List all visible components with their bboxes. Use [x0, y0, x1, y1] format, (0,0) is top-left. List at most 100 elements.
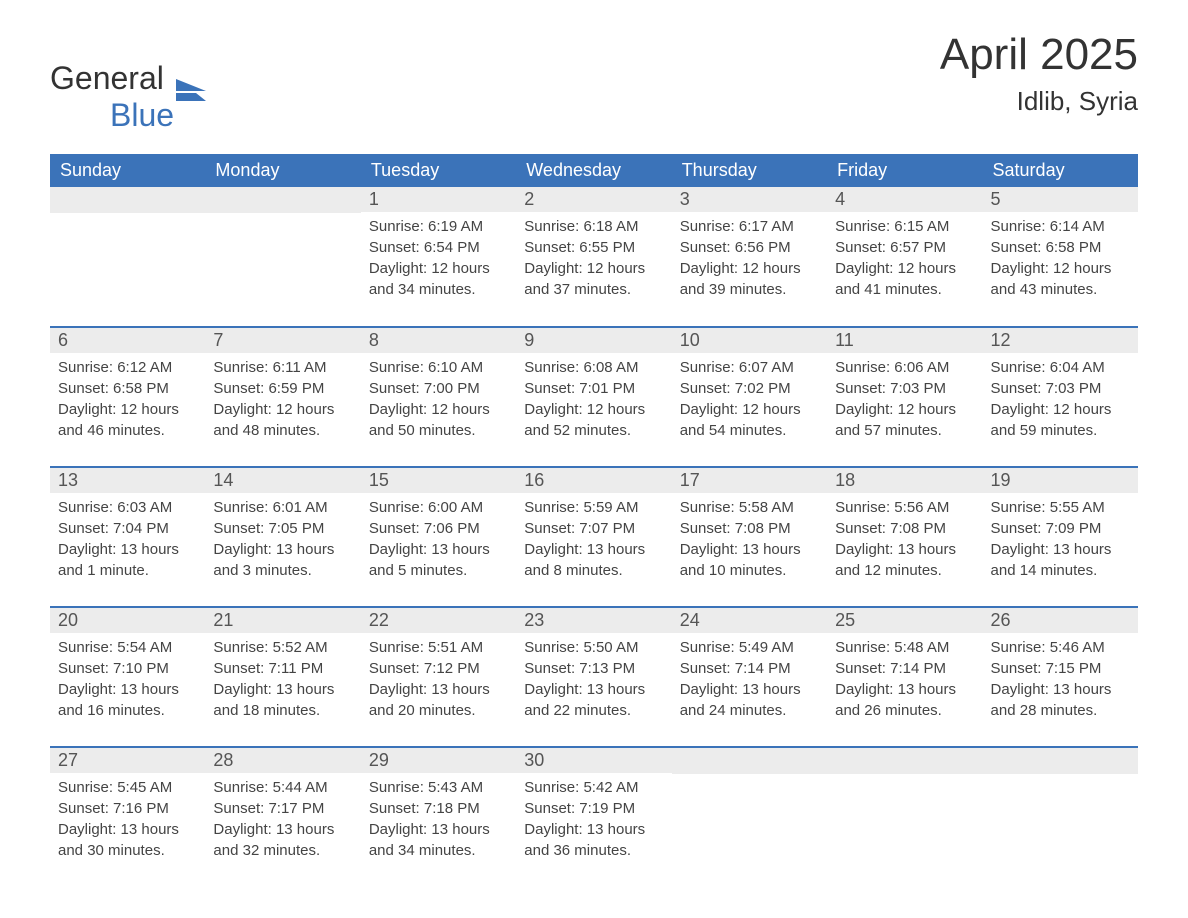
day-number: 23 [516, 608, 671, 633]
sunrise-text: Sunrise: 5:43 AM [369, 777, 508, 798]
day-details: Sunrise: 6:00 AMSunset: 7:06 PMDaylight:… [361, 493, 516, 585]
calendar-day-cell: 3Sunrise: 6:17 AMSunset: 6:56 PMDaylight… [672, 187, 827, 327]
day-details: Sunrise: 6:03 AMSunset: 7:04 PMDaylight:… [50, 493, 205, 585]
day-details: Sunrise: 5:50 AMSunset: 7:13 PMDaylight:… [516, 633, 671, 725]
daylight-text: Daylight: 13 hours and 34 minutes. [369, 819, 508, 861]
daylight-text: Daylight: 13 hours and 14 minutes. [991, 539, 1130, 581]
day-number: 4 [827, 187, 982, 212]
day-number: 7 [205, 328, 360, 353]
day-details: Sunrise: 5:42 AMSunset: 7:19 PMDaylight:… [516, 773, 671, 865]
day-details: Sunrise: 6:07 AMSunset: 7:02 PMDaylight:… [672, 353, 827, 445]
sunrise-text: Sunrise: 6:15 AM [835, 216, 974, 237]
sunrise-text: Sunrise: 5:50 AM [524, 637, 663, 658]
calendar-day-cell: 9Sunrise: 6:08 AMSunset: 7:01 PMDaylight… [516, 327, 671, 467]
calendar-day-cell: 6Sunrise: 6:12 AMSunset: 6:58 PMDaylight… [50, 327, 205, 467]
calendar-week-row: 6Sunrise: 6:12 AMSunset: 6:58 PMDaylight… [50, 327, 1138, 467]
day-number: 13 [50, 468, 205, 493]
daylight-text: Daylight: 12 hours and 54 minutes. [680, 399, 819, 441]
day-details: Sunrise: 6:06 AMSunset: 7:03 PMDaylight:… [827, 353, 982, 445]
day-number: 24 [672, 608, 827, 633]
calendar-day-cell: 14Sunrise: 6:01 AMSunset: 7:05 PMDayligh… [205, 467, 360, 607]
daylight-text: Daylight: 13 hours and 32 minutes. [213, 819, 352, 861]
sunrise-text: Sunrise: 6:17 AM [680, 216, 819, 237]
sunset-text: Sunset: 7:08 PM [835, 518, 974, 539]
day-details [672, 774, 827, 782]
day-number: 3 [672, 187, 827, 212]
daylight-text: Daylight: 12 hours and 50 minutes. [369, 399, 508, 441]
sunset-text: Sunset: 7:12 PM [369, 658, 508, 679]
sunrise-text: Sunrise: 5:45 AM [58, 777, 197, 798]
day-details: Sunrise: 5:59 AMSunset: 7:07 PMDaylight:… [516, 493, 671, 585]
sunset-text: Sunset: 7:09 PM [991, 518, 1130, 539]
logo-text-general: General [50, 60, 164, 96]
calendar-day-cell: 17Sunrise: 5:58 AMSunset: 7:08 PMDayligh… [672, 467, 827, 607]
calendar-day-cell: 8Sunrise: 6:10 AMSunset: 7:00 PMDaylight… [361, 327, 516, 467]
day-number [827, 748, 982, 774]
day-details: Sunrise: 5:45 AMSunset: 7:16 PMDaylight:… [50, 773, 205, 865]
day-number: 27 [50, 748, 205, 773]
day-number: 22 [361, 608, 516, 633]
calendar-day-cell: 2Sunrise: 6:18 AMSunset: 6:55 PMDaylight… [516, 187, 671, 327]
sunset-text: Sunset: 7:16 PM [58, 798, 197, 819]
day-number: 2 [516, 187, 671, 212]
sunset-text: Sunset: 6:56 PM [680, 237, 819, 258]
calendar-day-cell: 26Sunrise: 5:46 AMSunset: 7:15 PMDayligh… [983, 607, 1138, 747]
sunrise-text: Sunrise: 6:07 AM [680, 357, 819, 378]
day-header: Monday [205, 154, 360, 187]
day-details: Sunrise: 6:17 AMSunset: 6:56 PMDaylight:… [672, 212, 827, 304]
calendar-day-cell: 16Sunrise: 5:59 AMSunset: 7:07 PMDayligh… [516, 467, 671, 607]
calendar-day-cell: 15Sunrise: 6:00 AMSunset: 7:06 PMDayligh… [361, 467, 516, 607]
day-details: Sunrise: 5:55 AMSunset: 7:09 PMDaylight:… [983, 493, 1138, 585]
sunrise-text: Sunrise: 6:11 AM [213, 357, 352, 378]
calendar-day-cell: 23Sunrise: 5:50 AMSunset: 7:13 PMDayligh… [516, 607, 671, 747]
sunrise-text: Sunrise: 5:56 AM [835, 497, 974, 518]
sunset-text: Sunset: 6:58 PM [991, 237, 1130, 258]
sunrise-text: Sunrise: 6:10 AM [369, 357, 508, 378]
daylight-text: Daylight: 12 hours and 41 minutes. [835, 258, 974, 300]
daylight-text: Daylight: 12 hours and 43 minutes. [991, 258, 1130, 300]
day-header-row: Sunday Monday Tuesday Wednesday Thursday… [50, 154, 1138, 187]
calendar-day-cell [672, 747, 827, 887]
day-number: 16 [516, 468, 671, 493]
day-details: Sunrise: 5:56 AMSunset: 7:08 PMDaylight:… [827, 493, 982, 585]
daylight-text: Daylight: 13 hours and 26 minutes. [835, 679, 974, 721]
sunset-text: Sunset: 6:58 PM [58, 378, 197, 399]
day-number: 28 [205, 748, 360, 773]
daylight-text: Daylight: 12 hours and 39 minutes. [680, 258, 819, 300]
day-number: 10 [672, 328, 827, 353]
day-details: Sunrise: 5:51 AMSunset: 7:12 PMDaylight:… [361, 633, 516, 725]
sunset-text: Sunset: 7:07 PM [524, 518, 663, 539]
sunrise-text: Sunrise: 5:48 AM [835, 637, 974, 658]
day-number: 9 [516, 328, 671, 353]
day-number: 21 [205, 608, 360, 633]
day-details: Sunrise: 6:11 AMSunset: 6:59 PMDaylight:… [205, 353, 360, 445]
day-header: Sunday [50, 154, 205, 187]
calendar-day-cell: 4Sunrise: 6:15 AMSunset: 6:57 PMDaylight… [827, 187, 982, 327]
day-number: 29 [361, 748, 516, 773]
day-number: 14 [205, 468, 360, 493]
sunrise-text: Sunrise: 5:55 AM [991, 497, 1130, 518]
month-title: April 2025 [940, 30, 1138, 80]
day-header: Tuesday [361, 154, 516, 187]
day-number: 17 [672, 468, 827, 493]
daylight-text: Daylight: 13 hours and 30 minutes. [58, 819, 197, 861]
sunrise-text: Sunrise: 5:44 AM [213, 777, 352, 798]
day-details [827, 774, 982, 782]
title-block: April 2025 Idlib, Syria [940, 30, 1138, 117]
day-details: Sunrise: 6:18 AMSunset: 6:55 PMDaylight:… [516, 212, 671, 304]
calendar-day-cell: 30Sunrise: 5:42 AMSunset: 7:19 PMDayligh… [516, 747, 671, 887]
logo-text-blue: Blue [110, 97, 174, 133]
daylight-text: Daylight: 13 hours and 22 minutes. [524, 679, 663, 721]
sunset-text: Sunset: 7:05 PM [213, 518, 352, 539]
daylight-text: Daylight: 13 hours and 36 minutes. [524, 819, 663, 861]
calendar-day-cell [205, 187, 360, 327]
sunrise-text: Sunrise: 6:18 AM [524, 216, 663, 237]
daylight-text: Daylight: 12 hours and 48 minutes. [213, 399, 352, 441]
sunrise-text: Sunrise: 6:12 AM [58, 357, 197, 378]
daylight-text: Daylight: 12 hours and 37 minutes. [524, 258, 663, 300]
daylight-text: Daylight: 13 hours and 10 minutes. [680, 539, 819, 581]
page-header: General Blue April 2025 Idlib, Syria [50, 30, 1138, 134]
sunset-text: Sunset: 7:14 PM [835, 658, 974, 679]
day-details: Sunrise: 5:52 AMSunset: 7:11 PMDaylight:… [205, 633, 360, 725]
sunrise-text: Sunrise: 5:58 AM [680, 497, 819, 518]
